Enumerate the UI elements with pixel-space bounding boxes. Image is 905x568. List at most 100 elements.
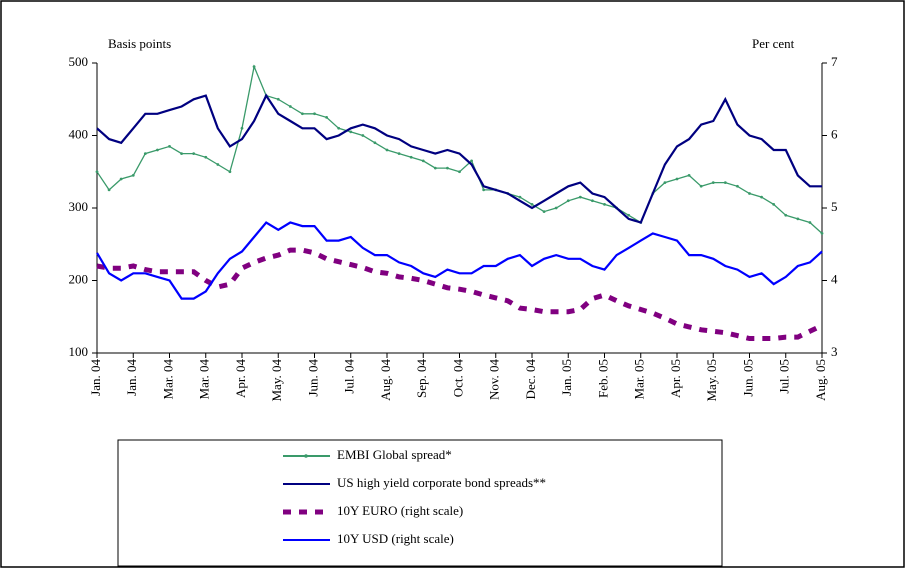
x-tick-label: Nov. 04 [487, 359, 502, 401]
series-line [96, 221, 823, 300]
point [663, 181, 667, 185]
legend-label: EMBI Global spread* [337, 447, 452, 462]
point [784, 213, 788, 217]
point [446, 166, 449, 170]
y-tick-label: 300 [69, 199, 89, 214]
point [107, 188, 111, 192]
point [591, 199, 594, 203]
point [373, 141, 377, 145]
point [397, 152, 401, 156]
x-tick-label: Apr. 05 [668, 359, 683, 398]
point [711, 181, 715, 185]
point [542, 210, 546, 214]
point [288, 105, 292, 108]
x-tick-label: Mar. 04 [160, 359, 175, 400]
series-line [96, 93, 822, 224]
point [156, 148, 159, 152]
x-tick-label: Jul. 04 [342, 359, 357, 394]
point [240, 126, 244, 130]
point [748, 192, 751, 195]
point [627, 213, 631, 217]
y2-tick-label: 3 [831, 344, 838, 359]
x-tick-label: Jan. 05 [559, 359, 574, 396]
point [808, 221, 812, 224]
point [192, 152, 196, 156]
x-tick-label: Feb. 05 [595, 359, 610, 398]
point [168, 144, 171, 148]
x-tick-label: May. 05 [704, 359, 719, 402]
x-tick-label: Oct. 04 [450, 359, 465, 398]
point [796, 217, 800, 221]
point [228, 170, 232, 174]
point [433, 166, 437, 170]
legend-label: 10Y USD (right scale) [337, 531, 454, 546]
point [603, 202, 606, 206]
point [276, 97, 280, 101]
y2-tick-label: 6 [831, 126, 838, 141]
x-tick-label: Jun. 05 [740, 359, 755, 397]
y2-tick-label: 7 [831, 54, 838, 69]
x-tick-label: Jan. 04 [124, 359, 139, 396]
point [566, 199, 570, 203]
legend-box [117, 439, 723, 567]
x-tick-label: Mar. 05 [632, 359, 647, 399]
legend-label: 10Y EURO (right scale) [337, 503, 463, 518]
x-tick-label: Aug. 04 [378, 359, 393, 401]
x-tick-label: Mar. 04 [197, 359, 212, 400]
y-tick-label: 100 [69, 344, 89, 359]
y2-tick-label: 5 [831, 199, 838, 214]
point [687, 173, 691, 177]
point [772, 202, 776, 206]
point [675, 177, 679, 181]
x-tick-label: Jun. 04 [305, 359, 320, 397]
point [216, 163, 220, 166]
x-tick-label: Jan. 04 [88, 359, 103, 396]
point [119, 177, 123, 181]
x-tick-label: May. 04 [269, 359, 284, 402]
point [554, 206, 558, 210]
x-tick-label: Sep. 04 [414, 359, 429, 399]
point [482, 188, 486, 192]
point [131, 173, 135, 177]
point [736, 184, 739, 188]
point [361, 134, 365, 137]
point [349, 130, 353, 134]
y-tick-label: 400 [69, 126, 89, 141]
point [699, 184, 703, 188]
point [337, 126, 341, 130]
point [421, 159, 425, 163]
point [470, 159, 473, 163]
x-tick-label: Dec. 04 [523, 359, 538, 400]
point [204, 155, 208, 159]
x-tick-label: Apr. 04 [233, 359, 248, 399]
point [143, 152, 147, 156]
series-line [96, 247, 824, 341]
point [95, 170, 99, 174]
legend-marker [304, 454, 308, 458]
point [252, 65, 256, 69]
point [313, 112, 316, 116]
point [180, 152, 183, 156]
y2-axis-title: Per cent [752, 36, 795, 51]
point [578, 195, 582, 199]
y-axis-title: Basis points [108, 36, 171, 51]
point [518, 195, 522, 199]
legend-label: US high yield corporate bond spreads** [337, 475, 546, 490]
y-tick-label: 200 [69, 271, 89, 286]
point [760, 195, 763, 199]
point [325, 115, 328, 119]
point [409, 155, 413, 159]
point [530, 202, 534, 206]
series-line [96, 64, 823, 234]
y-tick-label: 500 [69, 54, 89, 69]
x-tick-label: Jul. 05 [777, 359, 792, 394]
x-tick-label: Aug. 05 [813, 359, 828, 401]
point [723, 181, 727, 185]
point [458, 170, 461, 174]
point [820, 231, 824, 235]
y2-tick-label: 4 [831, 271, 838, 286]
point [385, 148, 389, 152]
point [301, 112, 304, 116]
